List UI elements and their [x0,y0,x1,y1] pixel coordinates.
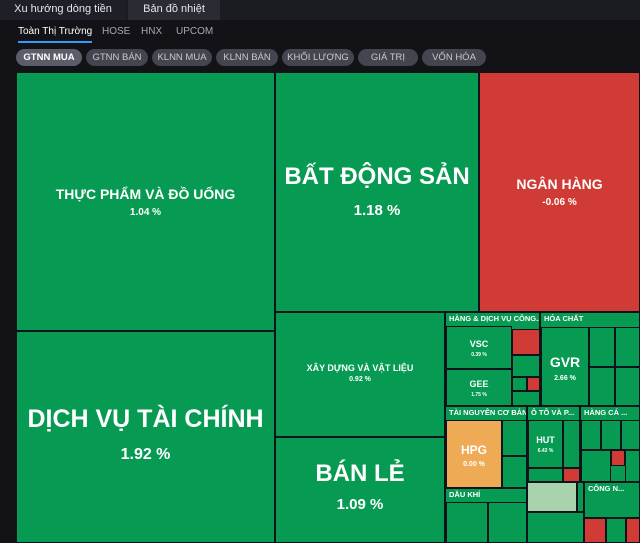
stock-tile[interactable] [488,502,526,542]
sector-hang-dich-vu[interactable]: HÀNG & DỊCH VỤ CÔNG... VSC 0.39 % GEE 1.… [445,312,540,406]
sector-change: -0.06 % [542,197,577,208]
sector-name: CÔNG N... [588,484,625,493]
stock-code: GVR [549,354,581,370]
stock-tile[interactable] [621,420,639,450]
sector-name: THỰC PHẨM VÀ ĐỒ UỐNG [55,186,236,202]
sector-change: 1.92 % [120,446,171,463]
tab-money-flow[interactable]: Xu hướng dòng tiền [0,0,126,20]
stock-tile[interactable] [581,420,601,450]
sector-name: Ô TÔ VÀ P... [531,408,575,417]
sector-cong-nghe[interactable]: CÔNG N... [584,482,640,518]
sector-hang-ca-nhan[interactable]: HÀNG CÁ ... [580,406,640,482]
stock-gee[interactable]: GEE 1.75 % [446,369,512,405]
filter-gtnn-ban[interactable]: GTNN BÁN [86,49,148,66]
stock-tile[interactable] [563,420,579,468]
market-tab-all[interactable]: Toàn Thị Trường [18,26,93,43]
stock-tile[interactable] [502,420,526,456]
sector-thuc-pham[interactable]: THỰC PHẨM VÀ ĐỒ UỐNG 1.04 % [16,72,275,331]
sector-name: HÓA CHẤT [544,314,584,323]
sector-name: NGÂN HÀNG [516,176,603,192]
stock-change: 6.43 % [537,448,554,454]
filter-von-hoa[interactable]: VỐN HÓA [422,49,486,66]
sector-o-to[interactable]: Ô TÔ VÀ P... HUT 6.43 % [527,406,580,482]
sector-tile[interactable] [606,518,626,543]
sector-change: 0.92 % [349,376,371,383]
filter-khoi-luong[interactable]: KHỐI LƯỢNG [282,49,354,66]
tab-heatmap-label: Bản đồ nhiệt [143,3,205,15]
stock-tile[interactable] [611,450,625,466]
stock-tile[interactable] [502,456,526,487]
stock-gvr[interactable]: GVR 2.66 % [541,327,589,405]
heatmap-treemap: THỰC PHẨM VÀ ĐỒ UỐNG 1.04 % BẤT ĐỘNG SẢN… [16,72,640,543]
stock-tile[interactable] [601,420,621,450]
stock-code: HPG [460,443,487,457]
sector-tile[interactable] [584,518,606,543]
sector-tile[interactable] [527,482,577,512]
view-tabs: Xu hướng dòng tiền Bản đồ nhiệt [0,0,640,20]
market-tab-upcom[interactable]: UPCOM [176,26,214,37]
stock-hpg[interactable]: HPG 0.00 % [446,420,502,487]
stock-code: VSC [469,339,489,349]
stock-tile[interactable] [512,355,539,377]
sector-change: 1.04 % [129,207,162,218]
tab-heatmap[interactable]: Bản đồ nhiệt [128,0,220,20]
stock-tile[interactable] [563,468,579,481]
market-tab-underline [18,41,93,43]
stock-change: 0.00 % [463,461,485,468]
stock-tile[interactable] [528,468,563,481]
sector-hoa-chat[interactable]: HÓA CHẤT GVR 2.66 % [540,312,640,406]
sector-name: BẤT ĐỘNG SẢN [284,163,470,190]
filter-klnn-mua[interactable]: KLNN MUA [152,49,212,66]
sector-xay-dung[interactable]: XÂY DỰNG VÀ VẬT LIỆU 0.92 % [275,312,445,437]
market-tab-all-label: Toàn Thị Trường [18,26,93,37]
sector-tai-nguyen[interactable]: TÀI NGUYÊN CƠ BẢN HPG 0.00 % [445,406,527,488]
sector-change: 1.09 % [336,496,384,513]
stock-tile[interactable] [512,391,539,405]
stock-tile[interactable] [589,327,615,367]
stock-hut[interactable]: HUT 6.43 % [528,420,563,468]
sector-tile[interactable] [626,518,640,543]
sector-bat-dong-san[interactable]: BẤT ĐỘNG SẢN 1.18 % [275,72,479,312]
sector-name: XÂY DỰNG VÀ VẬT LIỆU [306,363,414,373]
filter-klnn-ban[interactable]: KLNN BÁN [216,49,278,66]
stock-tile[interactable] [446,502,488,542]
sector-ban-le[interactable]: BÁN LẺ 1.09 % [275,437,445,543]
sector-name: DẦU KHÍ [449,490,481,499]
stock-tile[interactable] [615,327,639,367]
stock-tile[interactable] [625,450,639,481]
sector-ngan-hang[interactable]: NGÂN HÀNG -0.06 % [479,72,640,312]
sector-dau-khi[interactable]: DẦU KHÍ [445,488,527,543]
filter-gia-tri[interactable]: GIÁ TRỊ [358,49,418,66]
sector-change: 1.18 % [353,202,401,219]
stock-tile[interactable] [512,329,539,355]
sector-name: DỊCH VỤ TÀI CHÍNH [27,405,264,433]
stock-change: 2.66 % [554,375,576,382]
sector-dich-vu-tai-chinh[interactable]: DỊCH VỤ TÀI CHÍNH 1.92 % [16,331,275,543]
stock-change: 0.39 % [471,352,487,358]
active-tab-indicator [128,18,220,20]
stock-vsc[interactable]: VSC 0.39 % [446,326,512,369]
market-tab-hnx[interactable]: HNX [141,26,163,37]
stock-tile[interactable] [589,367,615,405]
stock-tile[interactable] [615,367,639,405]
stock-tile[interactable] [512,377,527,391]
sector-name: BÁN LẺ [315,460,405,487]
sector-tile[interactable] [577,482,584,512]
market-tab-hose[interactable]: HOSE [102,26,131,37]
stock-tile[interactable] [581,450,611,481]
filter-gtnn-mua[interactable]: GTNN MUA [16,49,82,66]
stock-tile[interactable] [527,377,539,391]
stock-code: HUT [536,435,555,445]
stock-change: 1.75 % [471,392,487,398]
stock-code: GEE [469,379,489,389]
sector-tile[interactable] [527,512,584,543]
sector-name: HÀNG CÁ ... [584,408,628,417]
sector-name: HÀNG & DỊCH VỤ CÔNG... [449,314,540,323]
sector-name: TÀI NGUYÊN CƠ BẢN [449,408,527,417]
